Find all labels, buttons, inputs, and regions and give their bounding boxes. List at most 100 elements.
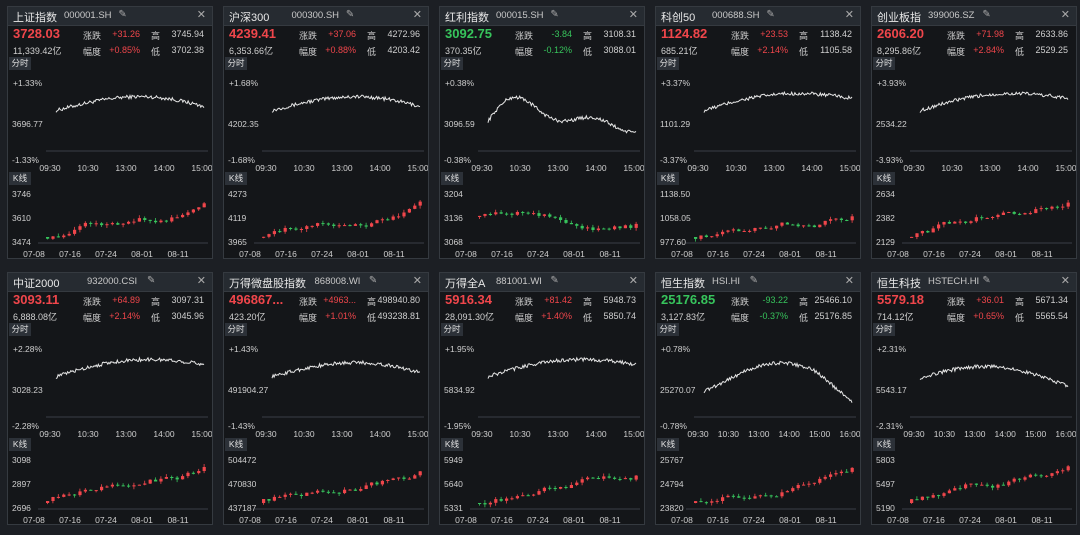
tab-kline[interactable]: K线 <box>441 172 463 185</box>
candle-body <box>980 484 984 486</box>
candle-body <box>780 222 784 226</box>
candle-body <box>348 225 352 227</box>
high-label: 高 <box>583 297 593 307</box>
index-card-dividend[interactable]: 红利指数 000015.SH ✎ ✕ 3092.75 370.35亿 涨跌 幅度 高低 -3.84… <box>439 6 645 259</box>
index-card-csi300[interactable]: 沪深300 000300.SH ✎ ✕ 4239.41 6,353.66亿 涨跌 幅度 高低 +3… <box>223 6 429 259</box>
candle-body <box>375 220 379 224</box>
tab-intraday[interactable]: 分时 <box>873 57 895 70</box>
low-label: 低 <box>583 47 593 57</box>
kline-top-label: 25767 <box>660 455 684 465</box>
index-card-csi2000[interactable]: 中证2000 932000.CSI ✎ ✕ 3093.11 6,888.08亿 涨跌 幅度 高低… <box>7 272 213 525</box>
index-card-star50[interactable]: 科创50 000688.SH ✎ ✕ 1124.82 685.21亿 涨跌 幅度 高低 +23.5… <box>655 6 861 259</box>
intraday-price-line <box>919 363 1069 388</box>
tab-kline[interactable]: K线 <box>9 438 31 451</box>
ratio-label: 幅度 <box>299 47 318 57</box>
time-tick-label: 14:00 <box>369 429 391 437</box>
candle-body <box>602 228 606 230</box>
high-label: 高 <box>151 31 161 41</box>
card-header: 沪深300 000300.SH ✎ ✕ <box>224 7 428 26</box>
close-icon[interactable]: ✕ <box>196 275 206 287</box>
candle-body <box>272 496 276 501</box>
candle-body <box>116 223 120 225</box>
index-card-sse[interactable]: 上证指数 000001.SH ✎ ✕ 3728.03 11,339.42亿 涨跌 幅度 高低 +3… <box>7 6 213 259</box>
candle-body <box>775 496 779 498</box>
close-icon[interactable]: ✕ <box>844 275 854 287</box>
pencil-icon[interactable]: ✎ <box>550 9 559 20</box>
pencil-icon[interactable]: ✎ <box>982 9 991 20</box>
date-tick-label: 07-24 <box>959 249 981 259</box>
pencil-icon[interactable]: ✎ <box>345 9 355 20</box>
pencil-icon[interactable]: ✎ <box>982 275 991 286</box>
pencil-icon[interactable]: ✎ <box>147 275 156 286</box>
candle-body <box>397 216 401 218</box>
close-icon[interactable]: ✕ <box>412 275 422 287</box>
tab-intraday[interactable]: 分时 <box>657 323 679 336</box>
tab-intraday[interactable]: 分时 <box>873 323 895 336</box>
index-card-wind-all-a[interactable]: 万得全A 881001.WI ✎ ✕ 5916.34 28,091.30亿 涨跌 幅度 高低 +8… <box>439 272 645 525</box>
index-card-wind-micro[interactable]: 万得微盘股指数 868008.WI ✎ ✕ 496867... 423.20亿 涨跌 幅度 高低… <box>223 272 429 525</box>
pencil-icon[interactable]: ✎ <box>118 9 127 20</box>
candle-body <box>94 223 98 225</box>
tab-kline[interactable]: K线 <box>441 438 463 451</box>
tab-kline[interactable]: K线 <box>657 172 679 185</box>
pencil-icon[interactable]: ✎ <box>766 9 775 20</box>
candle-body <box>704 502 708 504</box>
tab-intraday[interactable]: 分时 <box>9 323 31 336</box>
date-tick-label: 07-24 <box>527 515 549 525</box>
tab-intraday[interactable]: 分时 <box>657 57 679 70</box>
close-icon[interactable]: ✕ <box>1060 9 1070 21</box>
candle-body <box>83 222 87 227</box>
candle-body <box>62 494 66 497</box>
index-card-hstech[interactable]: 恒生科技 HSTECH.HI ✎ ✕ 5579.18 714.12亿 涨跌 幅度 高低 +36.0… <box>871 272 1077 525</box>
index-card-hsi[interactable]: 恒生指数 HSI.HI ✎ ✕ 25176.85 3,127.83亿 涨跌 幅度 高低 -93.2… <box>655 272 861 525</box>
kline-chart: 5949 5640 5331 07-08 07-16 07-24 08-01 08-11 <box>444 455 640 525</box>
tab-intraday[interactable]: 分时 <box>225 323 247 336</box>
candle-body <box>89 222 93 224</box>
candle-body <box>634 475 638 480</box>
candle-body <box>181 476 185 480</box>
close-icon[interactable]: ✕ <box>844 9 854 21</box>
candle-body <box>818 478 822 483</box>
tab-kline[interactable]: K线 <box>225 172 247 185</box>
low-value: 3045.96 <box>171 311 204 321</box>
candle-body <box>78 226 82 230</box>
close-icon[interactable]: ✕ <box>628 275 638 287</box>
tab-kline[interactable]: K线 <box>873 438 895 451</box>
date-tick-label: 07-24 <box>959 515 981 525</box>
candle-body <box>991 217 995 218</box>
date-tick-label: 08-11 <box>815 249 836 259</box>
tab-intraday[interactable]: 分时 <box>9 57 31 70</box>
tab-intraday[interactable]: 分时 <box>225 57 247 70</box>
date-tick-label: 08-11 <box>383 249 404 259</box>
candle-body <box>575 482 579 485</box>
tab-kline[interactable]: K线 <box>657 438 679 451</box>
candle-body <box>391 216 395 220</box>
low-label: 低 <box>1015 313 1025 323</box>
candle-body <box>278 496 282 498</box>
close-icon[interactable]: ✕ <box>196 9 206 21</box>
close-icon[interactable]: ✕ <box>412 9 422 21</box>
tab-intraday[interactable]: 分时 <box>441 57 463 70</box>
turnover-amount: 370.35亿 <box>445 46 482 56</box>
candle-body <box>758 495 762 497</box>
tab-kline[interactable]: K线 <box>873 172 895 185</box>
pencil-icon[interactable]: ✎ <box>368 275 378 286</box>
candle-body <box>1045 208 1049 210</box>
tab-intraday[interactable]: 分时 <box>441 323 463 336</box>
close-icon[interactable]: ✕ <box>628 9 638 21</box>
time-tick-label: 15:00 <box>1025 429 1047 437</box>
candle-body <box>73 494 77 496</box>
intraday-price-line <box>703 360 853 403</box>
candle-body <box>823 220 827 225</box>
index-card-chinext[interactable]: 创业板指 399006.SZ ✎ ✕ 2606.20 8,295.86亿 涨跌 幅度 高低 +71… <box>871 6 1077 259</box>
tab-kline[interactable]: K线 <box>9 172 31 185</box>
pencil-icon[interactable]: ✎ <box>749 275 758 286</box>
close-icon[interactable]: ✕ <box>1060 275 1070 287</box>
kline-bottom-label: 3474 <box>12 237 31 247</box>
tab-kline[interactable]: K线 <box>225 438 247 451</box>
index-code: 000688.SH <box>712 10 760 21</box>
candle-body <box>494 212 498 215</box>
candle-body <box>499 499 503 501</box>
pencil-icon[interactable]: ✎ <box>550 275 559 286</box>
candle-body <box>920 496 924 500</box>
